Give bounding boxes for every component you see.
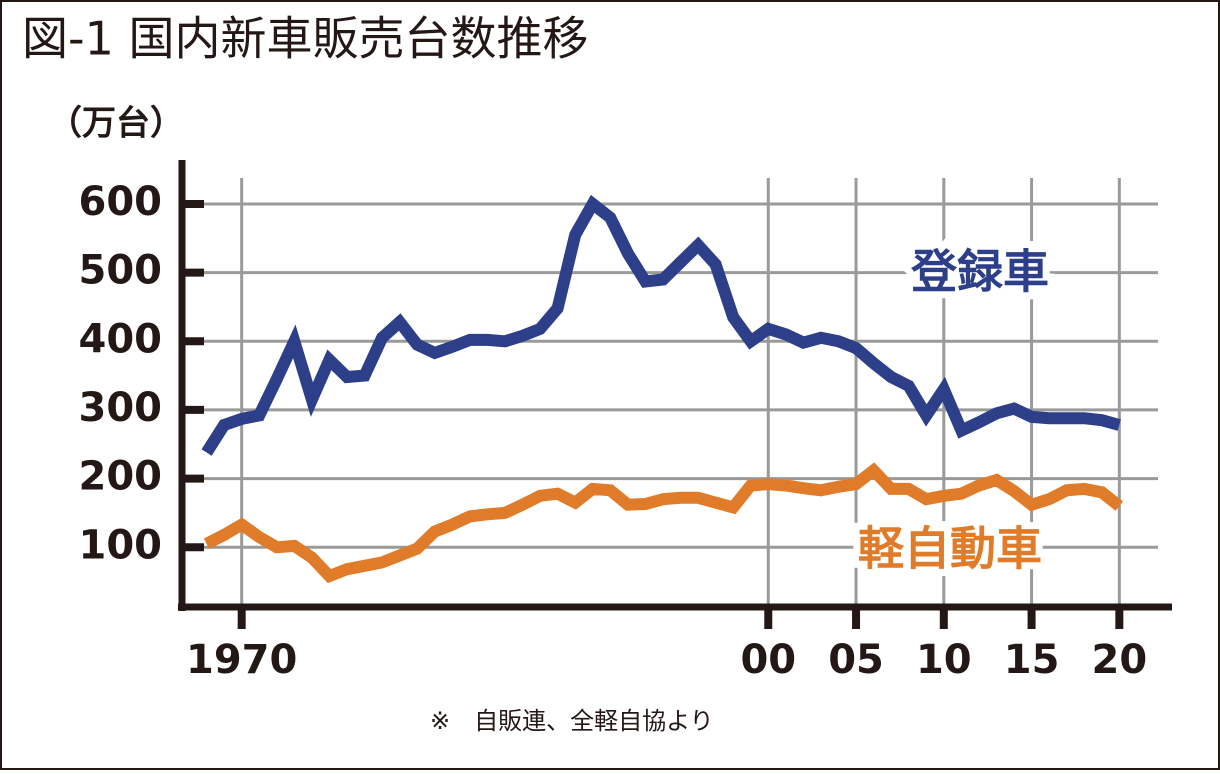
- x-tick-label: 1970: [186, 637, 297, 683]
- y-tick-label: 200: [79, 454, 163, 500]
- series-label: 登録車: [910, 245, 1049, 299]
- x-tick-label: 20: [1092, 637, 1148, 683]
- chart-title: 図-1 国内新車販売台数推移: [22, 12, 589, 66]
- y-unit: （万台）: [48, 104, 184, 144]
- series-line: [203, 462, 1124, 584]
- note: ※ 自販連、全軽自協より: [430, 707, 714, 735]
- y-tick-label: 500: [79, 248, 163, 294]
- y-tick-label: 400: [79, 316, 163, 362]
- x-tick-label: 05: [828, 637, 884, 683]
- y-tick-label: 100: [79, 522, 163, 568]
- y-tick-label: 600: [79, 179, 163, 225]
- series-label: 軽自動車: [858, 522, 1042, 576]
- x-tick-label: 10: [916, 637, 972, 683]
- x-tick-label: 15: [1004, 637, 1060, 683]
- series-line: [201, 194, 1121, 456]
- x-tick-label: 00: [740, 637, 796, 683]
- y-tick-label: 300: [79, 385, 163, 431]
